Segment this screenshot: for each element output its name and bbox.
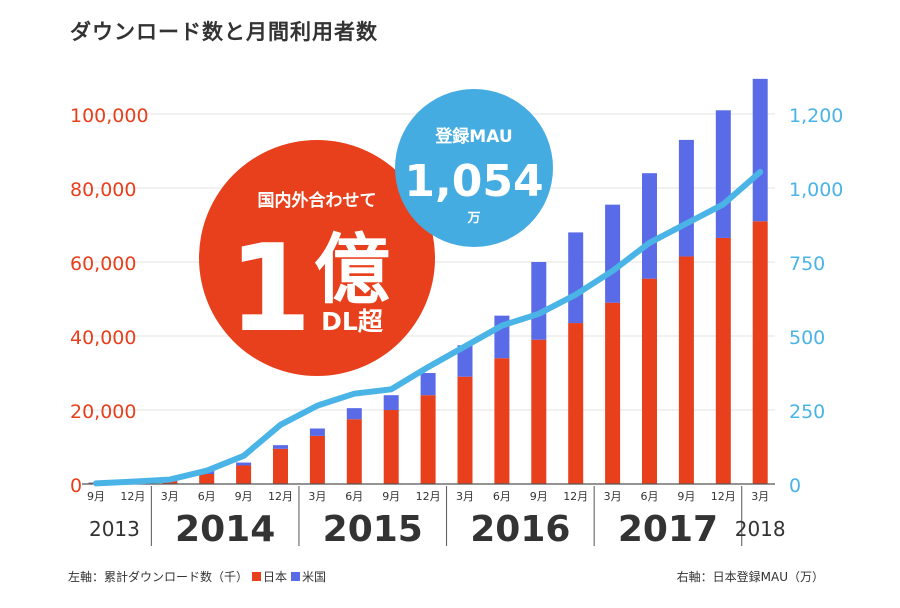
month-tick-label: 3月 — [308, 490, 326, 503]
bar-japan — [605, 302, 621, 484]
bar-us — [236, 462, 252, 466]
footer-left: 左軸：累計ダウンロード数（千） 日本 米国 — [68, 568, 326, 585]
bar-japan — [383, 410, 399, 484]
left-tick-label: 40,000 — [70, 327, 136, 349]
badge-total-downloads — [199, 140, 435, 376]
month-tick-label: 12月 — [711, 490, 736, 503]
badge-registered-mau — [395, 89, 553, 247]
bar-us — [605, 204, 621, 303]
left-tick-label: 0 — [70, 475, 82, 497]
bar-japan — [531, 339, 547, 484]
left-tick-label: 100,000 — [70, 105, 149, 127]
bar-japan — [273, 448, 288, 484]
bar-us — [420, 373, 436, 396]
year-label: 2016 — [470, 509, 570, 550]
left-tick-label: 80,000 — [70, 179, 136, 201]
left-tick-label: 60,000 — [70, 253, 136, 275]
month-tick-label: 3月 — [751, 490, 769, 503]
bar-us — [642, 173, 657, 279]
month-tick-label: 9月 — [87, 490, 105, 503]
right-tick-label: 250 — [789, 401, 825, 423]
bar-japan — [199, 474, 215, 484]
month-tick-label: 6月 — [641, 490, 659, 503]
year-label: 2018 — [735, 517, 786, 541]
legend-label-us: 米国 — [302, 570, 327, 584]
left-axis-caption: 左軸：累計ダウンロード数（千） — [68, 570, 249, 584]
badge-blue-unit: 万 — [466, 211, 480, 226]
badge-red-number: 1 — [228, 220, 312, 359]
month-tick-label: 12月 — [563, 490, 588, 503]
right-tick-label: 750 — [789, 253, 825, 275]
month-tick-label: 6月 — [345, 490, 363, 503]
bar-japan — [309, 435, 325, 484]
month-tick-label: 9月 — [677, 490, 695, 503]
bar-japan — [642, 278, 657, 484]
bar-japan — [346, 419, 362, 484]
bar-us — [568, 232, 584, 324]
badge-blue-value: 1,054 — [404, 156, 543, 207]
bar-japan — [678, 256, 694, 484]
bar-us — [531, 262, 547, 340]
badge-red-unit-char: 億 — [314, 225, 390, 314]
month-tick-label: 6月 — [493, 490, 511, 503]
bar-us — [273, 445, 288, 449]
month-tick-label: 9月 — [530, 490, 548, 503]
month-tick-label: 9月 — [382, 490, 400, 503]
month-tick-label: 9月 — [235, 490, 253, 503]
legend-swatch-us — [291, 572, 301, 581]
bar-us — [346, 408, 362, 420]
right-tick-label: 1,200 — [789, 105, 843, 127]
month-tick-label: 12月 — [268, 490, 293, 503]
right-axis-caption: 右軸：日本登録MAU（万） — [676, 570, 824, 584]
legend-japan: 日本 — [252, 568, 287, 585]
badge-blue-label: 登録MAU — [434, 126, 512, 147]
legend-label-japan: 日本 — [263, 570, 288, 584]
month-tick-label: 3月 — [456, 490, 474, 503]
bar-us — [309, 428, 325, 436]
badge-red-suffix: DL超 — [321, 307, 384, 336]
bar-us — [752, 78, 768, 222]
bar-japan — [568, 323, 584, 484]
month-tick-label: 3月 — [161, 490, 179, 503]
year-label: 2014 — [175, 509, 275, 550]
badge-red-caption: 国内外合わせて — [258, 190, 377, 211]
bar-japan — [457, 376, 473, 484]
right-tick-label: 500 — [789, 327, 825, 349]
bar-japan — [715, 237, 731, 484]
bar-us — [457, 345, 473, 377]
bar-us — [678, 139, 694, 257]
bar-japan — [420, 395, 436, 484]
right-tick-label: 0 — [789, 475, 801, 497]
year-label: 2013 — [89, 517, 140, 541]
bar-us — [383, 395, 399, 410]
month-tick-label: 6月 — [198, 490, 216, 503]
month-tick-label: 12月 — [416, 490, 441, 503]
mau-line — [93, 169, 764, 487]
month-tick-label: 12月 — [120, 490, 145, 503]
bar-japan — [494, 358, 510, 484]
bar-us — [715, 110, 731, 238]
legend-us: 米国 — [291, 568, 326, 585]
left-tick-label: 20,000 — [70, 401, 136, 423]
year-label: 2017 — [618, 509, 718, 550]
month-tick-label: 3月 — [604, 490, 622, 503]
bar-japan — [752, 221, 768, 485]
legend-swatch-japan — [252, 572, 262, 581]
right-tick-label: 1,000 — [789, 179, 843, 201]
chart-title: ダウンロード数と月間利用者数 — [70, 20, 378, 44]
bar-japan — [236, 465, 252, 484]
year-label: 2015 — [323, 509, 423, 550]
